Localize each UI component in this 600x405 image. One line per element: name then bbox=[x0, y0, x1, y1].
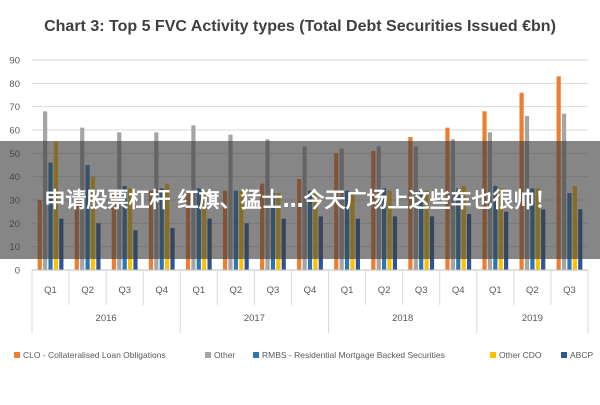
overlay-text: 申请股票杠杆 红旗、猛士…今天广场上这些车也很帅！ bbox=[44, 188, 556, 212]
y-tick-label: 70 bbox=[9, 102, 20, 113]
y-tick-label: 80 bbox=[9, 79, 20, 90]
x-tick-label: Q1 bbox=[44, 285, 57, 296]
legend-swatch bbox=[561, 352, 567, 358]
y-tick-label: 90 bbox=[9, 56, 20, 67]
chart-title: Chart 3: Top 5 FVC Activity types (Total… bbox=[44, 18, 556, 35]
x-tick-label: Q3 bbox=[415, 285, 428, 296]
x-tick-label: Q3 bbox=[118, 285, 131, 296]
legend-label: ABCP bbox=[570, 350, 593, 360]
x-tick-label: Q2 bbox=[526, 285, 539, 296]
x-tick-label: Q4 bbox=[155, 285, 168, 296]
legend-swatch bbox=[253, 352, 259, 358]
legend-swatch bbox=[14, 352, 20, 358]
x-tick-label: Q1 bbox=[489, 285, 502, 296]
legend-label: Other bbox=[214, 350, 235, 360]
overlay-banner: 申请股票杠杆 红旗、猛士…今天广场上这些车也很帅！ bbox=[0, 141, 600, 259]
x-tick-label: Q2 bbox=[81, 285, 94, 296]
legend-swatch bbox=[205, 352, 211, 358]
x-tick-label: Q3 bbox=[563, 285, 576, 296]
legend-label: Other CDO bbox=[499, 350, 542, 360]
year-label: 2018 bbox=[392, 313, 413, 324]
legend-swatch bbox=[490, 352, 496, 358]
year-label: 2016 bbox=[96, 313, 117, 324]
y-tick-label: 60 bbox=[9, 126, 20, 137]
x-tick-label: Q1 bbox=[192, 285, 205, 296]
x-tick-label: Q3 bbox=[267, 285, 280, 296]
legend-label: RMBS - Residential Mortgage Backed Secur… bbox=[262, 350, 445, 360]
x-tick-label: Q1 bbox=[341, 285, 354, 296]
x-tick-label: Q4 bbox=[452, 285, 465, 296]
x-tick-label: Q2 bbox=[230, 285, 243, 296]
y-tick-label: 0 bbox=[15, 266, 20, 277]
year-label: 2019 bbox=[522, 313, 543, 324]
x-tick-label: Q2 bbox=[378, 285, 391, 296]
legend-label: CLO - Collateralised Loan Obligations bbox=[23, 350, 166, 360]
x-tick-label: Q4 bbox=[304, 285, 317, 296]
year-label: 2017 bbox=[244, 313, 265, 324]
